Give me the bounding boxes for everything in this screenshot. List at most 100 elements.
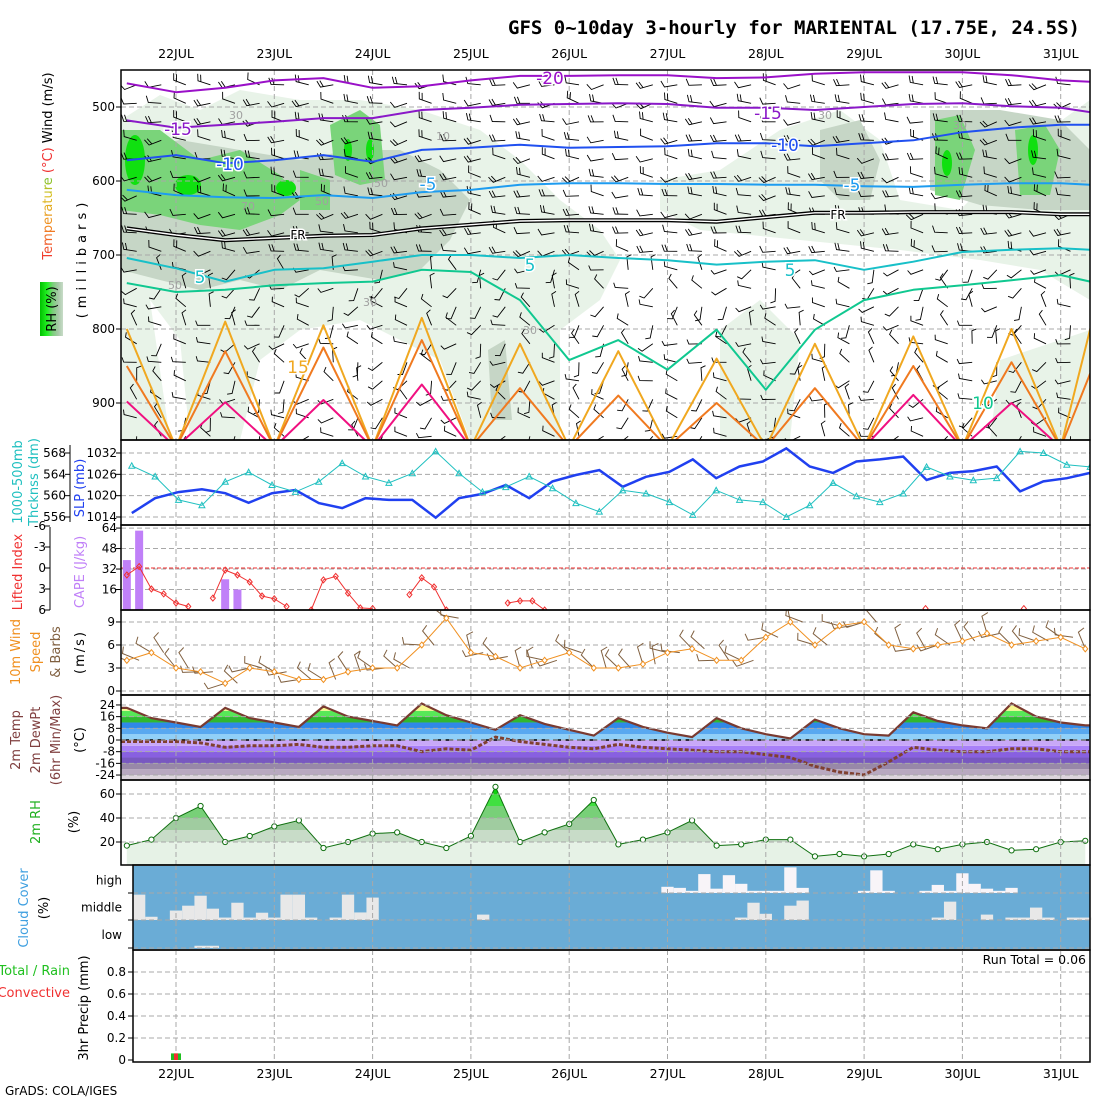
wind-barb — [271, 147, 285, 160]
precip-grid — [133, 950, 1090, 1062]
day-label-bottom: 26JUL — [551, 1066, 587, 1081]
wind-barb — [490, 319, 506, 326]
wind-barb — [789, 362, 801, 375]
wind-barb — [343, 149, 358, 160]
wind-barb — [267, 101, 285, 108]
wind-barb — [958, 417, 973, 429]
wind-barb — [908, 93, 924, 104]
lifted-index-marker — [332, 572, 339, 581]
wind-barb — [171, 150, 186, 160]
rh-marker — [1008, 847, 1015, 854]
wind-barb — [148, 316, 162, 326]
thickness-marker — [969, 476, 978, 484]
tick-label: 8 — [107, 721, 115, 735]
wind-barb — [253, 399, 261, 415]
wind-speed-marker — [885, 641, 892, 649]
wind-barb — [697, 253, 703, 270]
wind-barb — [1054, 115, 1071, 123]
wind-barb — [762, 73, 776, 86]
rh-legend-swatch — [40, 282, 63, 336]
wind-barb — [836, 147, 850, 160]
tick-label: -3 — [34, 540, 46, 554]
day-label-bottom: 23JUL — [256, 1066, 292, 1081]
wind-barb — [514, 283, 530, 289]
wind-barb — [173, 90, 186, 104]
wind-barb — [735, 225, 752, 234]
wind-barb — [221, 288, 236, 299]
isotherm-10 — [126, 268, 1090, 391]
wind-barb — [715, 386, 727, 400]
surface-wind-barb — [277, 675, 299, 683]
day-label-top: 30JUL — [945, 46, 981, 61]
wind-speed-marker — [394, 664, 401, 672]
isotherm--20 — [126, 71, 1090, 94]
wind-speed-marker — [492, 652, 499, 661]
wind-barb — [787, 221, 801, 234]
wind-barb — [365, 213, 383, 220]
wind-grid — [121, 610, 1090, 695]
wind-barb — [839, 348, 850, 363]
wind-barb — [539, 205, 555, 215]
wind-barb — [837, 332, 850, 345]
surface-wind-barb — [797, 632, 816, 646]
wind-barb — [145, 304, 162, 310]
footer-credit: GrADS: COLA/IGES — [5, 1084, 117, 1098]
tick-label: 3 — [107, 661, 115, 675]
wind-barb — [464, 227, 481, 235]
isotherm--10 — [126, 123, 1090, 165]
wind-barb — [838, 423, 850, 437]
wind-barb — [499, 435, 506, 440]
wind-barb — [1056, 298, 1071, 308]
wind-barb — [664, 147, 678, 160]
wind-barb — [271, 296, 285, 308]
lifted-index-line — [409, 577, 447, 610]
lifted-index-marker — [922, 604, 929, 610]
wind-barb — [1004, 158, 1022, 165]
rh-marker — [639, 836, 647, 843]
wind-barb — [735, 306, 752, 313]
wind-barb — [956, 320, 973, 326]
wind-barb — [136, 365, 142, 381]
thickness-marker — [759, 498, 767, 506]
wind-barb — [243, 189, 260, 197]
wind-barb — [685, 134, 702, 142]
wind-barb — [1033, 183, 1047, 197]
cloud-grid — [133, 865, 1090, 950]
wind-barb — [1031, 150, 1047, 160]
wind-barb — [735, 341, 752, 347]
wind-barb — [516, 166, 531, 178]
wind-barb — [983, 269, 998, 280]
wind-barb — [394, 426, 408, 437]
wind-speed-marker — [246, 664, 253, 672]
surface-wind-barb — [934, 628, 951, 646]
wind-barb — [541, 147, 555, 160]
wind-barb — [171, 130, 186, 141]
surface-wind-barb — [1032, 625, 1049, 642]
wind-barb — [418, 110, 432, 123]
wind-barb — [957, 393, 973, 400]
wind-axis-title-3: & Barbs — [49, 626, 64, 678]
cloud-middle-bar — [1066, 917, 1080, 920]
wind-barb — [490, 412, 506, 419]
wind-barb — [121, 357, 137, 363]
wind-barb — [121, 225, 137, 234]
isotherm-5 — [126, 247, 1090, 283]
wind-barb — [445, 312, 457, 326]
wind-barb — [638, 299, 653, 308]
wind-barb — [660, 176, 678, 183]
wind-barb — [173, 73, 186, 86]
wind-barb — [440, 134, 457, 142]
wind-barb — [318, 168, 334, 178]
wind-barb — [389, 139, 408, 147]
wind-speed-marker — [860, 618, 868, 626]
thickness-marker — [174, 495, 183, 503]
wind-barb — [494, 288, 506, 301]
rh-contour-label: 30 — [229, 109, 243, 122]
wind-barb — [356, 365, 362, 381]
contour-label: 5 — [525, 256, 536, 276]
wind-barb — [439, 208, 457, 216]
wind-speed-marker — [566, 648, 573, 657]
wind-barb — [848, 402, 854, 418]
surface-wind-barb — [977, 630, 1000, 638]
wind-barb — [193, 213, 211, 220]
